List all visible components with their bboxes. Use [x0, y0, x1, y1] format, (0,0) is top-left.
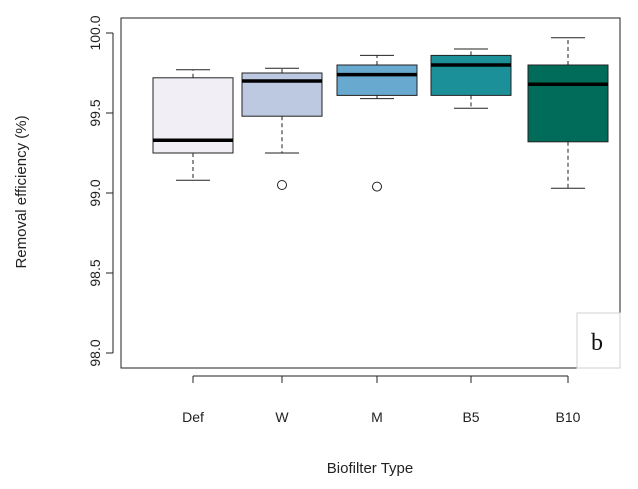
x-tick-label-def: Def [182, 409, 204, 425]
panel-label-box: b [576, 312, 621, 369]
y-axis-title: Removal efficiency (%) [13, 115, 30, 268]
x-tick-label-w: W [275, 409, 289, 425]
y-tick-label: 99.0 [87, 179, 103, 206]
y-tick-label: 98.5 [87, 259, 103, 286]
iqr-box [336, 64, 418, 96]
plot-frame [120, 17, 621, 369]
y-tick-label: 98.0 [87, 339, 103, 366]
x-axis: Def W M B5 B10 [182, 375, 581, 425]
box-b5 [430, 48, 512, 109]
box-series [152, 37, 609, 192]
iqr-box [430, 54, 512, 96]
box-w [241, 67, 323, 190]
box-b10 [527, 37, 609, 189]
y-axis: 98.0 98.5 99.0 99.5 100.0 [87, 15, 114, 367]
x-tick-label-b5: B5 [462, 409, 479, 425]
x-tick-label-m: M [371, 409, 383, 425]
box-m [336, 54, 418, 192]
iqr-box [527, 64, 609, 143]
y-tick-label: 99.5 [87, 99, 103, 126]
x-axis-title: Biofilter Type [327, 460, 413, 477]
box-def [152, 69, 234, 181]
y-tick-label: 100.0 [87, 15, 103, 50]
outlier-point [372, 181, 382, 192]
x-tick-label-b10: B10 [556, 409, 581, 425]
outlier-point [277, 180, 287, 190]
panel-label: b [591, 330, 603, 356]
